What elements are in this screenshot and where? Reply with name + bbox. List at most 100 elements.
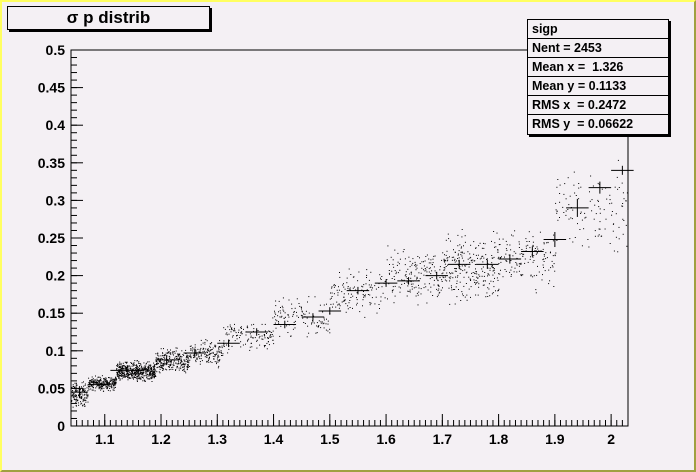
scatter-point: [476, 273, 478, 275]
scatter-point: [279, 310, 281, 312]
scatter-point: [167, 360, 169, 362]
scatter-point: [84, 398, 86, 400]
scatter-point: [72, 397, 74, 399]
scatter-point: [156, 362, 158, 364]
scatter-point: [154, 365, 156, 367]
profile-marker: [397, 277, 420, 285]
scatter-point: [338, 304, 340, 305]
scatter-point: [415, 266, 417, 268]
scatter-point: [245, 343, 246, 345]
scatter-point: [304, 323, 306, 324]
scatter-point: [548, 269, 550, 271]
scatter-point: [392, 286, 394, 288]
scatter-point: [293, 321, 295, 323]
scatter-point: [449, 273, 451, 275]
scatter-point: [461, 252, 463, 254]
scatter-point: [130, 369, 132, 371]
scatter-point: [477, 294, 479, 296]
scatter-point: [160, 348, 162, 350]
scatter-point: [84, 399, 86, 401]
scatter-point: [200, 347, 202, 349]
scatter-point: [138, 371, 140, 373]
scatter-point: [146, 374, 148, 375]
scatter-point: [90, 386, 92, 388]
scatter-point: [506, 244, 508, 246]
scatter-point: [95, 387, 97, 389]
scatter-point: [300, 307, 302, 309]
scatter-point: [441, 281, 443, 282]
scatter-point: [153, 376, 155, 378]
scatter-point: [493, 256, 495, 258]
scatter-point: [448, 276, 450, 278]
scatter-point: [536, 246, 538, 248]
scatter-point: [593, 218, 595, 220]
scatter-point: [144, 371, 146, 373]
scatter-point: [419, 257, 420, 259]
scatter-point: [114, 381, 116, 383]
scatter-point: [209, 343, 211, 345]
scatter-point: [153, 375, 155, 377]
scatter-point: [135, 372, 137, 374]
scatter-point: [321, 321, 323, 323]
scatter-point: [443, 259, 445, 261]
scatter-point: [165, 352, 167, 354]
scatter-point: [410, 277, 412, 279]
scatter-point: [158, 360, 160, 362]
scatter-point: [100, 380, 102, 382]
scatter-point: [181, 364, 183, 366]
scatter-point: [611, 202, 613, 204]
scatter-point: [181, 350, 183, 352]
scatter-point: [193, 357, 195, 359]
scatter-point: [449, 278, 451, 280]
scatter-point: [457, 258, 459, 259]
scatter-point: [153, 368, 155, 370]
scatter-point: [185, 357, 187, 359]
scatter-point: [110, 378, 112, 380]
scatter-point: [101, 386, 103, 388]
scatter-point: [454, 303, 456, 305]
scatter-point: [138, 361, 140, 363]
scatter-point: [159, 367, 161, 369]
scatter-point: [187, 355, 189, 357]
scatter-point: [410, 271, 412, 273]
scatter-point: [439, 269, 441, 271]
scatter-point: [126, 362, 128, 364]
scatter-point: [442, 287, 443, 289]
x-tick-label: 2: [607, 431, 615, 447]
scatter-point: [249, 349, 251, 351]
scatter-point: [120, 372, 121, 374]
scatter-point: [456, 268, 457, 270]
scatter-point: [160, 355, 162, 357]
scatter-point: [181, 356, 183, 358]
scatter-point: [388, 270, 390, 271]
scatter-point: [257, 330, 259, 331]
scatter-point: [336, 289, 338, 291]
scatter-point: [407, 285, 409, 287]
scatter-point: [461, 229, 463, 230]
scatter-point: [167, 352, 169, 354]
scatter-point: [595, 213, 597, 215]
scatter-point: [420, 272, 422, 274]
scatter-point: [249, 346, 251, 348]
scatter-point: [367, 294, 369, 295]
scatter-point: [453, 259, 455, 261]
scatter-point: [274, 316, 276, 318]
scatter-point: [384, 297, 386, 299]
scatter-point: [547, 241, 549, 243]
scatter-point: [270, 336, 272, 338]
scatter-point: [254, 337, 256, 339]
scatter-point: [497, 257, 499, 259]
scatter-point: [325, 329, 327, 331]
scatter-point: [140, 366, 142, 368]
scatter-point: [477, 277, 479, 279]
scatter-point: [170, 352, 172, 354]
scatter-point: [316, 332, 318, 334]
scatter-point: [192, 347, 194, 349]
scatter-point: [216, 358, 218, 360]
scatter-point: [479, 242, 481, 244]
scatter-point: [115, 379, 116, 381]
scatter-point: [182, 369, 184, 370]
scatter-point: [497, 249, 499, 250]
scatter-point: [456, 296, 458, 298]
scatter-point: [423, 287, 425, 289]
